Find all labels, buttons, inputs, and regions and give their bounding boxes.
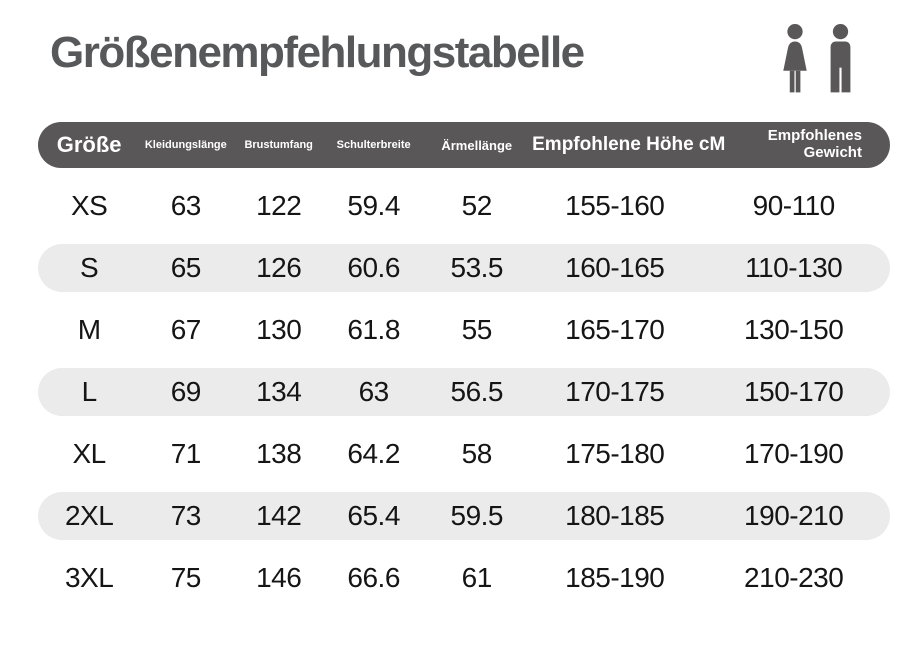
cell-length: 73 — [170, 500, 202, 531]
cell-shoulder: 61.8 — [347, 314, 400, 345]
cell-length: 67 — [170, 314, 202, 345]
cell-sleeve: 52 — [461, 190, 493, 221]
cell-height: 185-190 — [565, 562, 665, 593]
cell-shoulder: 64.2 — [347, 438, 400, 469]
cell-weight: 150-170 — [744, 376, 844, 407]
cell-height: 175-180 — [565, 438, 665, 469]
cell-height: 170-175 — [565, 376, 665, 407]
cell-shoulder: 59.4 — [347, 190, 400, 221]
cell-size: 3XL — [64, 562, 114, 593]
cell-height: 160-165 — [565, 252, 665, 283]
cell-length: 75 — [170, 562, 202, 593]
cell-size: XL — [72, 438, 106, 469]
cell-weight: 170-190 — [744, 438, 844, 469]
page-title: Größenempfehlungstabelle — [50, 28, 585, 77]
cell-shoulder: 63 — [358, 376, 390, 407]
header-cell-height: Empfohlene Höhe cM — [532, 134, 726, 155]
table-row-xl: XL 71 138 64.2 58 175-180 170-190 — [38, 430, 890, 478]
cell-sleeve: 55 — [461, 314, 493, 345]
cell-weight: 130-150 — [744, 314, 844, 345]
table-row-s: S 65 126 60.6 53.5 160-165 110-130 — [38, 244, 890, 292]
cell-sleeve: 58 — [461, 438, 493, 469]
cell-weight: 190-210 — [744, 500, 844, 531]
header-cell-size: Größe — [56, 132, 122, 157]
header-cell-shoulder: Schulterbreite — [336, 139, 411, 151]
cell-chest: 138 — [256, 438, 302, 469]
table-row-3xl: 3XL 75 146 66.6 61 185-190 210-230 — [38, 554, 890, 602]
female-icon — [783, 24, 807, 93]
cell-height: 165-170 — [565, 314, 665, 345]
cell-length: 63 — [170, 190, 202, 221]
table-row-xs: XS 63 122 59.4 52 155-160 90-110 — [38, 182, 890, 230]
cell-weight: 90-110 — [752, 190, 836, 221]
cell-sleeve: 56.5 — [450, 376, 504, 407]
cell-sleeve: 59.5 — [450, 500, 504, 531]
gender-icons — [778, 24, 856, 96]
cell-size: M — [77, 314, 101, 345]
cell-chest: 126 — [256, 252, 302, 283]
cell-sleeve: 61 — [461, 562, 493, 593]
cell-size: S — [80, 252, 99, 283]
cell-length: 71 — [170, 438, 202, 469]
cell-chest: 134 — [256, 376, 302, 407]
cell-shoulder: 65.4 — [347, 500, 400, 531]
cell-size: L — [81, 376, 98, 407]
cell-sleeve: 53.5 — [450, 252, 504, 283]
cell-shoulder: 60.6 — [347, 252, 400, 283]
male-icon — [830, 24, 851, 93]
cell-weight: 210-230 — [744, 562, 844, 593]
cell-weight: 110-130 — [745, 252, 843, 283]
table-row-2xl: 2XL 73 142 65.4 59.5 180-185 190-210 — [38, 492, 890, 540]
table-header-row: Größe Kleidungslänge Brustumfang Schulte… — [38, 122, 890, 168]
cell-chest: 122 — [256, 190, 302, 221]
header-cell-sleeve: Ärmellänge — [441, 137, 513, 153]
header-cell-chest: Brustumfang — [244, 139, 313, 151]
header-cell-length: Kleidungslänge — [144, 139, 227, 151]
table-row-l: L 69 134 63 56.5 170-175 150-170 — [38, 368, 890, 416]
cell-length: 65 — [170, 252, 202, 283]
cell-size: 2XL — [64, 500, 114, 531]
cell-height: 155-160 — [565, 190, 665, 221]
cell-shoulder: 66.6 — [347, 562, 400, 593]
cell-size: XS — [70, 190, 108, 221]
table-row-m: M 67 130 61.8 55 165-170 130-150 — [38, 306, 890, 354]
cell-chest: 146 — [256, 562, 302, 593]
cell-chest: 130 — [256, 314, 302, 345]
cell-height: 180-185 — [565, 500, 665, 531]
size-table: Größe Kleidungslänge Brustumfang Schulte… — [38, 122, 890, 602]
cell-chest: 142 — [256, 500, 302, 531]
cell-length: 69 — [170, 376, 202, 407]
header-cell-weight: Empfohlenes Gewicht — [767, 127, 862, 161]
